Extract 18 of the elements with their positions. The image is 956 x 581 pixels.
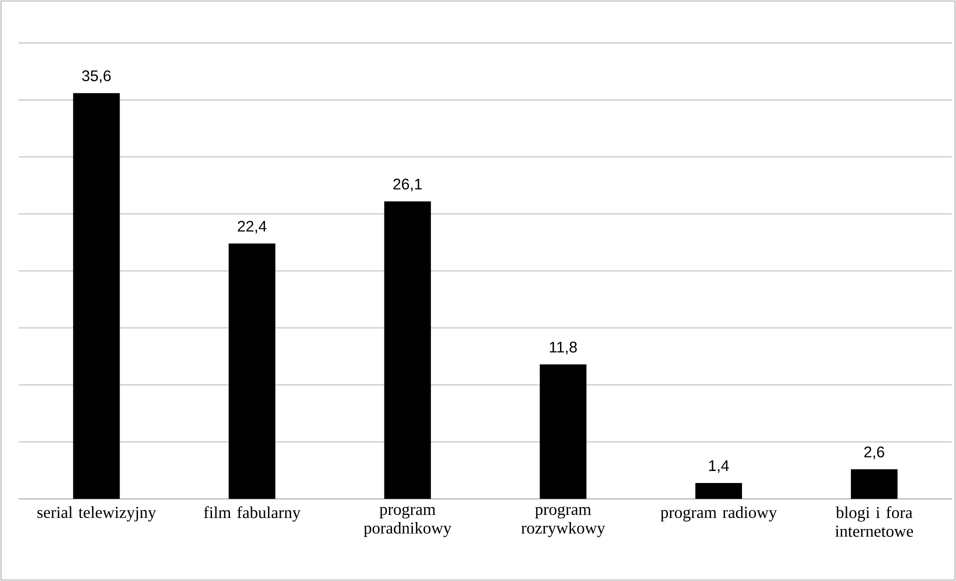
x-tick-label: program radiowy bbox=[660, 506, 777, 522]
bar bbox=[384, 201, 431, 499]
data-label: 22,4 bbox=[238, 220, 266, 234]
bar bbox=[228, 244, 276, 499]
bar bbox=[540, 364, 586, 499]
x-tick-label: film fabularny bbox=[204, 506, 301, 522]
bar bbox=[73, 93, 120, 499]
data-label: 11,8 bbox=[550, 342, 577, 354]
x-tick-label: serial telewizyjny bbox=[37, 506, 156, 522]
data-label: 2,6 bbox=[864, 446, 884, 460]
x-tick-label: program rozrywkowy bbox=[521, 506, 606, 538]
x-tick-label: program poradnikowy bbox=[364, 506, 452, 538]
bar bbox=[850, 469, 898, 499]
x-tick-label: blogi i fora internetowe bbox=[835, 506, 913, 537]
data-label: 1,4 bbox=[709, 460, 729, 473]
data-label: 26,1 bbox=[393, 178, 422, 192]
data-label: 35,6 bbox=[82, 70, 111, 84]
bar bbox=[695, 482, 742, 499]
